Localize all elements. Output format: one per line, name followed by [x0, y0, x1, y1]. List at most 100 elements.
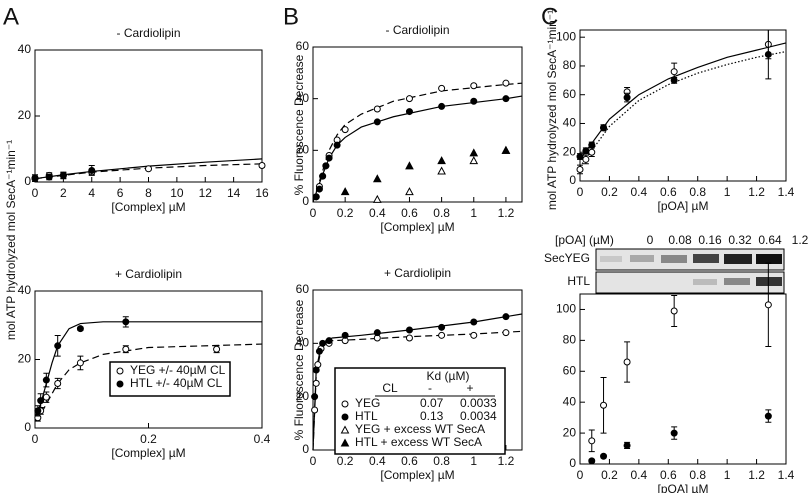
y-tick-label: 100 — [556, 302, 576, 316]
y-tick-label: 60 — [296, 282, 310, 296]
y-tick-label: 100 — [556, 29, 576, 43]
legend-header: - — [428, 381, 432, 395]
data-point — [333, 141, 341, 149]
fit-line — [312, 95, 523, 203]
data-point — [76, 325, 84, 333]
data-point — [258, 162, 266, 169]
data-point — [405, 95, 413, 103]
legend-marker — [116, 380, 124, 388]
x-tick-label: 1.2 — [498, 206, 515, 220]
legend-header: Kd (µM) — [427, 369, 470, 383]
data-point — [54, 379, 62, 387]
data-point — [311, 393, 319, 401]
x-tick-label: 0.2 — [140, 432, 157, 446]
data-point — [312, 193, 320, 201]
data-point — [315, 347, 323, 355]
x-tick-label: 8 — [145, 186, 152, 200]
x-tick-label: 1 — [724, 185, 731, 199]
plot-frame — [34, 290, 263, 429]
legend-marker — [340, 438, 350, 447]
data-point — [438, 84, 446, 92]
data-point — [213, 345, 221, 353]
gel-lane-label: 0.32 — [728, 233, 752, 247]
x-tick-label: 0 — [32, 432, 39, 446]
y-axis-label: % Fluorescence Decrease — [292, 299, 306, 440]
x-axis-label: [pOA] µM — [658, 482, 709, 493]
data-point — [319, 172, 327, 180]
data-point — [372, 194, 382, 203]
data-point — [405, 161, 414, 170]
data-point — [588, 148, 596, 156]
y-axis-label: % Fluorescence Decrease — [292, 54, 306, 195]
plot-frame — [34, 49, 263, 183]
y-tick-label: 20 — [18, 352, 32, 366]
data-point — [470, 331, 478, 339]
gel-lane-label: 0.08 — [668, 233, 692, 247]
data-point — [576, 165, 584, 173]
chart-title: + Cardiolipin — [384, 266, 451, 280]
data-point — [438, 331, 446, 339]
data-point — [373, 105, 381, 113]
x-tick-label: 0 — [577, 185, 584, 199]
x-tick-label: 0 — [577, 468, 584, 482]
y-tick-label: 40 — [563, 116, 577, 130]
x-tick-label: 0.2 — [601, 468, 618, 482]
data-point — [582, 155, 590, 163]
y-tick-label: 20 — [18, 108, 32, 122]
x-tick-label: 0.8 — [689, 185, 706, 199]
data-point — [470, 97, 478, 105]
data-point — [45, 173, 53, 181]
y-tick-label: 40 — [563, 394, 577, 408]
data-point — [588, 457, 596, 465]
data-point — [372, 174, 382, 183]
x-tick-label: 1.4 — [778, 185, 795, 199]
data-point — [311, 406, 319, 414]
legend-marker — [116, 367, 124, 375]
data-point — [373, 329, 381, 337]
data-point — [34, 407, 42, 415]
data-point — [670, 76, 678, 84]
data-point — [582, 147, 590, 155]
data-point — [54, 342, 62, 350]
x-tick-label: 0.2 — [601, 185, 618, 199]
data-point — [122, 345, 130, 353]
data-point — [437, 166, 446, 175]
data-point — [42, 376, 50, 384]
y-tick-label: 60 — [563, 363, 577, 377]
x-tick-label: 1.2 — [498, 454, 515, 468]
x-tick-label: 1 — [724, 468, 731, 482]
x-tick-label: 0.8 — [433, 206, 450, 220]
legend-marker — [340, 425, 350, 434]
legend-label: YEG + excess WT SecA — [355, 422, 485, 436]
data-point — [438, 102, 446, 110]
data-point — [670, 307, 678, 315]
x-tick-label: 0.8 — [433, 454, 450, 468]
x-axis-label: [Complex] µM — [380, 220, 454, 234]
data-point — [319, 339, 327, 347]
data-point — [405, 334, 413, 342]
gel-lane-label: 0.16 — [698, 233, 722, 247]
legend-header: CL — [382, 381, 398, 395]
gel-lane-label: 0 — [647, 233, 654, 247]
panel-label: C — [541, 3, 558, 30]
x-tick-label: 0.8 — [689, 468, 706, 482]
x-tick-label: 1.4 — [778, 468, 795, 482]
x-axis-label: [pOA] µM — [658, 199, 709, 213]
panel-label: B — [283, 3, 299, 30]
x-tick-label: 12 — [199, 186, 213, 200]
data-point — [325, 337, 333, 345]
legend-marker — [341, 400, 349, 408]
data-point — [122, 318, 130, 326]
x-tick-label: 0.4 — [254, 432, 271, 446]
data-point — [341, 331, 349, 339]
panel-label: A — [3, 3, 19, 30]
x-tick-label: 1 — [470, 454, 477, 468]
chart-title: - Cardiolipin — [116, 26, 180, 40]
x-tick-label: 4 — [88, 186, 95, 200]
y-tick-label: 0 — [569, 173, 576, 187]
y-tick-label: 40 — [296, 91, 310, 105]
y-axis-label: mol ATP hydrolyzed mol SecA⁻¹min⁻¹ — [545, 10, 559, 210]
data-point — [322, 162, 330, 170]
y-tick-label: 80 — [563, 333, 577, 347]
